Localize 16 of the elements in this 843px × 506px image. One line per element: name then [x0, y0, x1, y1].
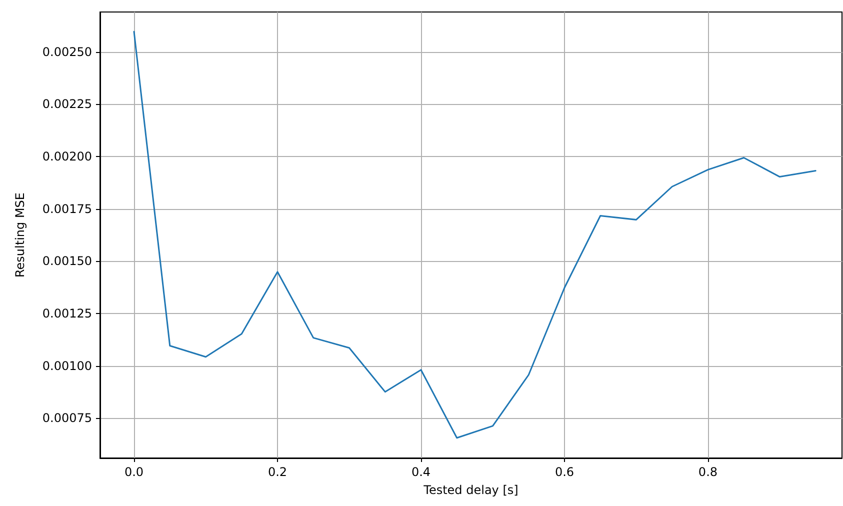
y-tick-label: 0.00175: [42, 202, 92, 216]
y-tick-label: 0.00150: [42, 254, 92, 268]
x-tick-label: 0.2: [268, 465, 288, 479]
y-tick-label: 0.00225: [42, 97, 92, 112]
y-tick-label: 0.00200: [42, 149, 92, 164]
y-tick-label: 0.00250: [42, 44, 92, 59]
line-series: [133, 30, 816, 439]
x-axis-title: Tested delay [s]: [422, 483, 518, 497]
x-tick-label: 0.4: [411, 465, 431, 479]
y-axis-title: Resulting MSE: [13, 192, 27, 278]
x-tick-label: 0.0: [124, 465, 144, 479]
y-tick-label: 0.00125: [42, 306, 92, 321]
y-tick-label: 0.00075: [42, 411, 92, 426]
x-tick-label: 0.8: [698, 465, 718, 479]
x-tick-label: 0.6: [554, 465, 574, 479]
y-tick-label: 0.00100: [42, 358, 92, 373]
